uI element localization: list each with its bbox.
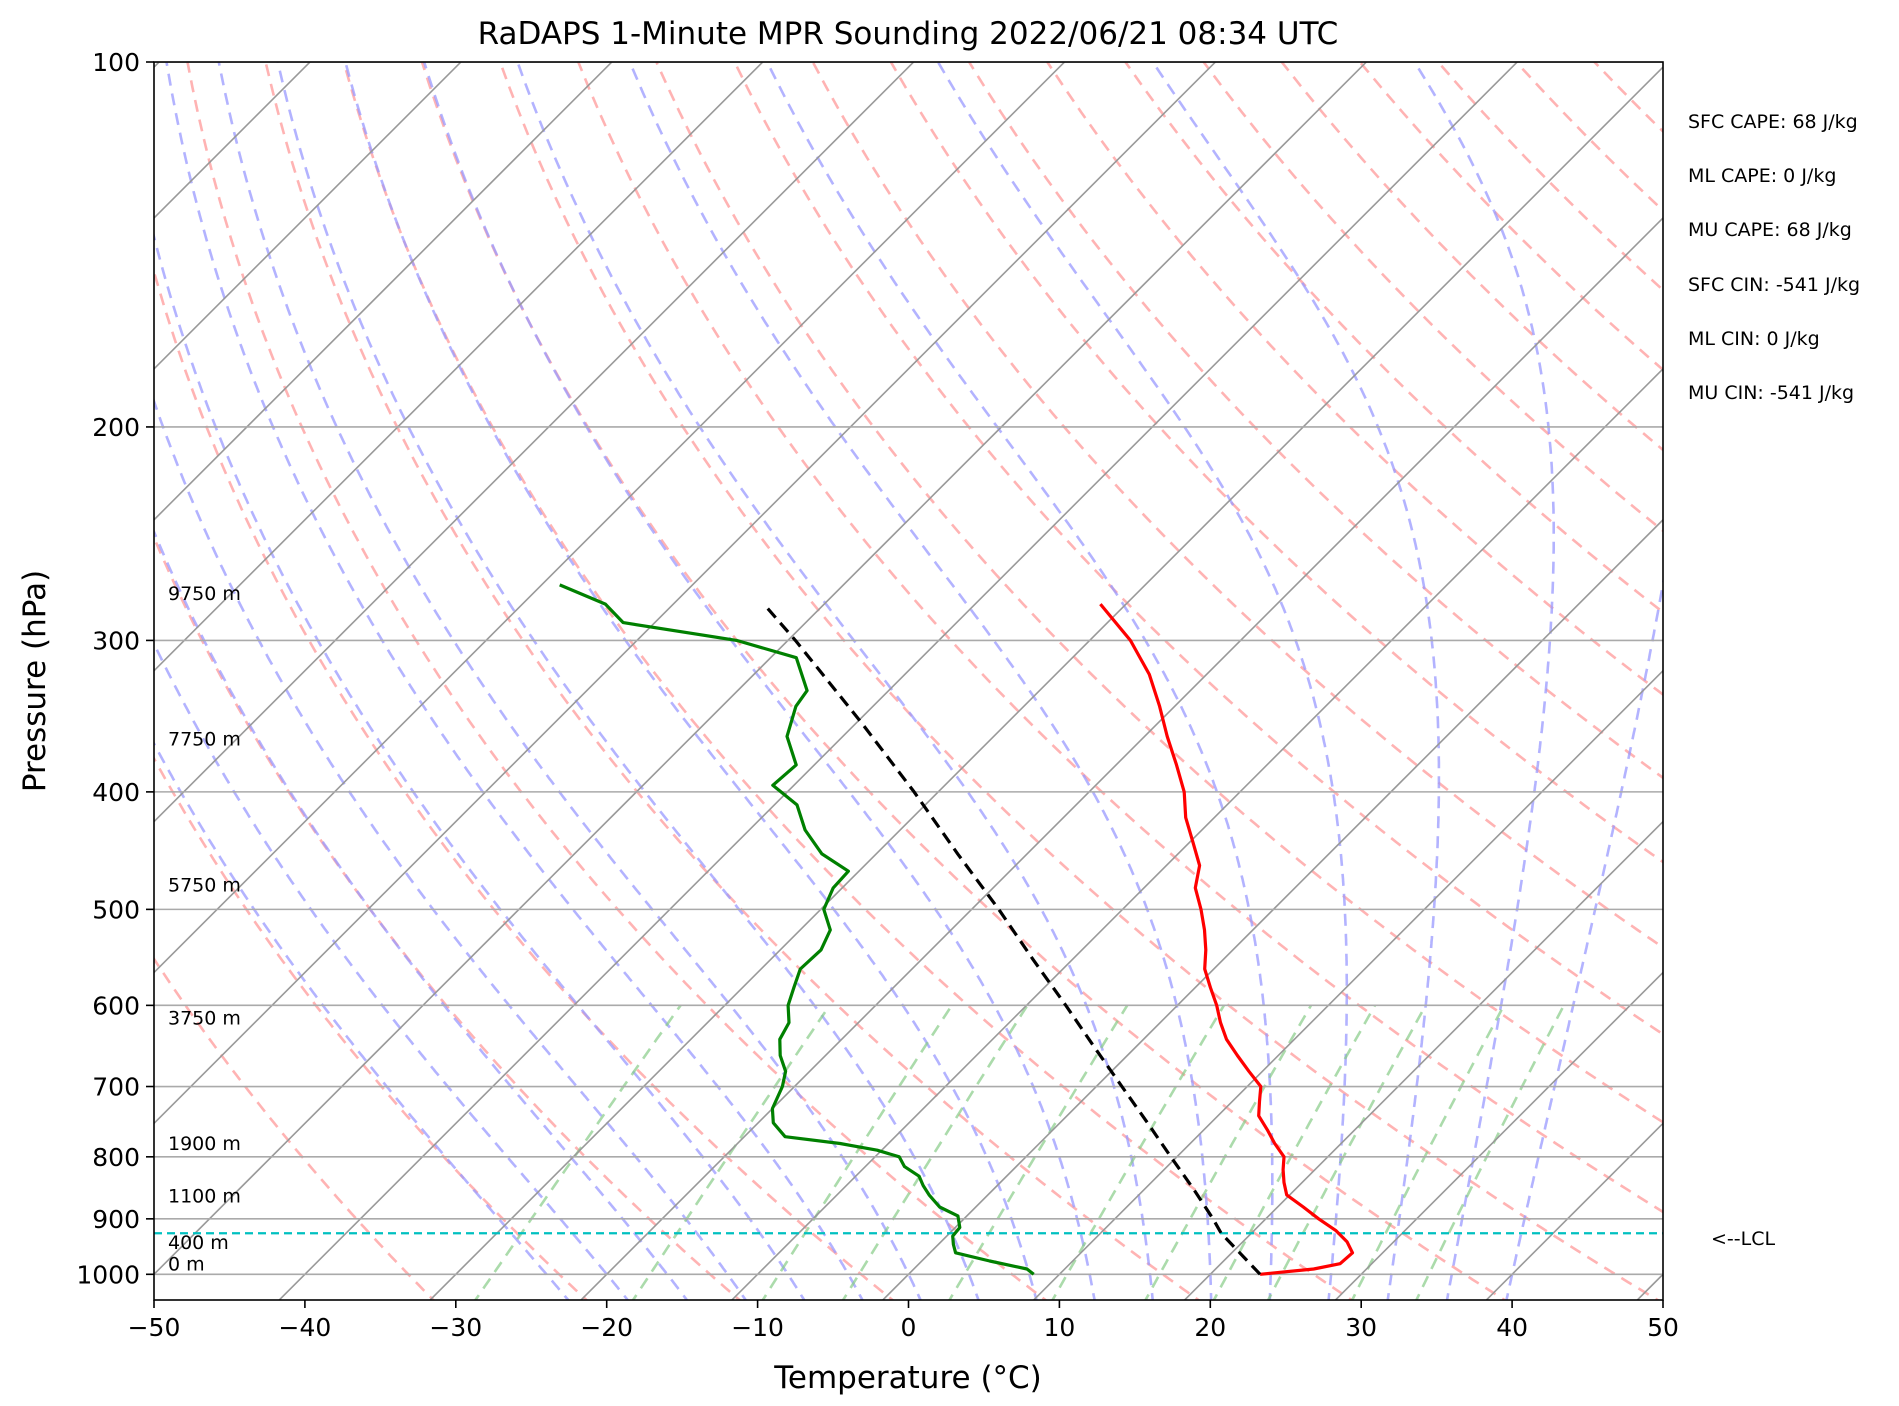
moist-adiabat — [276, 62, 980, 1300]
mixing-ratio-line — [1051, 1004, 1226, 1300]
stat-mu-cape: MU CAPE: 68 J/kg — [1688, 219, 1852, 241]
dry-adiabat — [154, 267, 895, 1300]
stats-panel: SFC CAPE: 68 J/kg ML CAPE: 0 J/kg MU CAP… — [1688, 111, 1860, 404]
isotherm — [278, 62, 1519, 1300]
mixing-ratio-line — [947, 1004, 1129, 1300]
x-tick-label: 40 — [1496, 1313, 1528, 1342]
parcel-line — [762, 603, 1262, 1276]
stat-sfc-cin: SFC CIN: -541 J/kg — [1688, 274, 1860, 296]
dry-adiabat — [1045, 62, 1663, 697]
height-label: 1900 m — [168, 1133, 241, 1155]
x-tick-label: 0 — [901, 1313, 917, 1342]
y-tick-label: 700 — [92, 1073, 140, 1102]
isotherm — [154, 62, 613, 521]
isotherm — [1334, 971, 1663, 1300]
dry-adiabat — [576, 62, 1663, 1214]
isotherm — [1032, 669, 1663, 1300]
mixing-ratio-line — [1212, 1004, 1377, 1300]
x-tick-label: −30 — [429, 1313, 482, 1342]
height-label: 9750 m — [168, 583, 241, 605]
y-tick-label: 800 — [92, 1143, 140, 1172]
dry-adiabat — [733, 62, 1663, 1036]
y-tick-label: 900 — [92, 1205, 140, 1234]
dewpoint-line — [559, 583, 1035, 1276]
isotherm — [154, 62, 1217, 1125]
y-tick-label: 400 — [92, 778, 140, 807]
y-tick-label: 200 — [92, 413, 140, 442]
stat-mu-cin: MU CIN: -541 J/kg — [1688, 382, 1854, 404]
y-tick-label: 1000 — [76, 1260, 140, 1289]
y-tick-label: 600 — [92, 991, 140, 1020]
temperature-line — [1099, 603, 1355, 1276]
x-tick-label: 10 — [1043, 1313, 1075, 1342]
mixing-ratio-line — [1144, 1004, 1313, 1300]
x-tick-label: −50 — [128, 1313, 181, 1342]
height-label: 400 m — [168, 1232, 229, 1254]
isotherm — [881, 518, 1663, 1300]
isotherm — [154, 62, 764, 672]
stat-sfc-cape: SFC CAPE: 68 J/kg — [1688, 111, 1858, 133]
axis-ticks: −50 −40 −30 −20 −10 0 10 20 30 40 50 100 200 300 400 50… — [76, 48, 1679, 1342]
isotherm — [1183, 820, 1663, 1300]
dry-adiabat — [1123, 62, 1663, 614]
isotherm — [154, 62, 1368, 1276]
x-tick-label: −40 — [279, 1313, 332, 1342]
mixing-ratio-line — [473, 1004, 682, 1300]
mixing-ratio-line — [761, 1004, 953, 1300]
chart-title: RaDAPS 1-Minute MPR Sounding 2022/06/21 … — [478, 16, 1339, 52]
x-tick-label: 20 — [1194, 1313, 1226, 1342]
dry-adiabat — [420, 62, 1507, 1300]
height-label: 0 m — [168, 1253, 205, 1275]
dry-adiabat — [654, 62, 1663, 1124]
lcl-label: <--LCL — [1711, 1228, 1775, 1250]
isotherm — [154, 62, 1066, 974]
y-tick-label: 500 — [92, 895, 140, 924]
sounding-profiles — [154, 583, 1663, 1276]
stat-ml-cin: ML CIN: 0 J/kg — [1688, 328, 1820, 350]
isotherms-and-isobars — [154, 62, 1663, 1300]
y-axis-label: Pressure (hPa) — [17, 570, 53, 792]
x-tick-label: −10 — [731, 1313, 784, 1342]
mixing-ratio-line — [631, 1004, 831, 1300]
x-axis-label: Temperature (°C) — [773, 1360, 1042, 1396]
mixing-ratio-line — [1266, 1004, 1427, 1300]
isotherm — [154, 62, 463, 371]
stat-ml-cape: ML CAPE: 0 J/kg — [1688, 165, 1836, 187]
isotherm — [579, 216, 1663, 1300]
y-tick-label: 100 — [92, 48, 140, 77]
height-label: 7750 m — [168, 728, 241, 750]
moist-adiabat — [217, 62, 922, 1300]
height-label: 3750 m — [168, 1008, 241, 1030]
x-tick-label: −20 — [580, 1313, 633, 1342]
isotherm — [154, 62, 915, 823]
mixing-ratio-line — [1414, 1004, 1565, 1300]
x-tick-label: 30 — [1345, 1313, 1377, 1342]
isotherm — [428, 65, 1663, 1300]
height-label: 5750 m — [168, 874, 241, 896]
x-tick-label: 50 — [1647, 1313, 1679, 1342]
height-labels: 9750 m 7750 m 5750 m 3750 m 1900 m 1100 m 400 … — [168, 583, 241, 1275]
isotherm — [730, 367, 1663, 1300]
height-label: 1100 m — [168, 1185, 241, 1207]
y-tick-label: 300 — [92, 626, 140, 655]
